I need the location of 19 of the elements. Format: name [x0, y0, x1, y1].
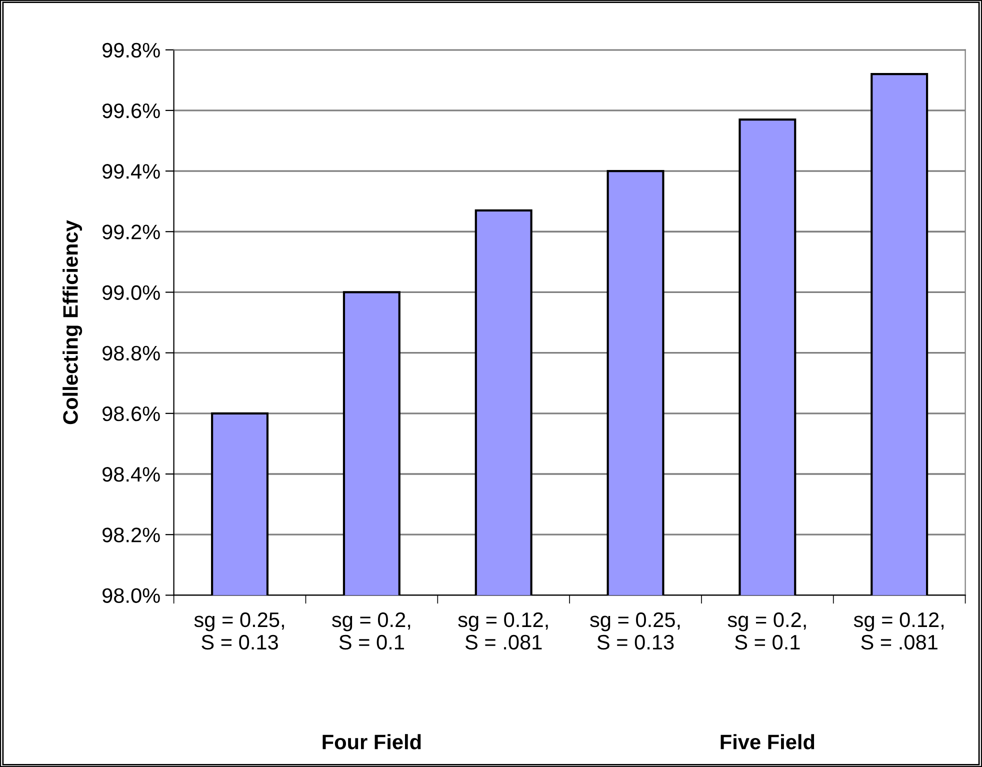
text: Four Field	[322, 734, 421, 750]
x-tick-label: sg = 0.2, S = 0.1	[332, 612, 410, 650]
y-tick-label: 98.0%	[102, 588, 160, 603]
y-tick-label: 98.6%	[102, 406, 160, 422]
x-tick-label: sg = 0.25, S = 0.13	[590, 612, 680, 650]
y-axis-title: Collecting Efficiency	[62, 220, 82, 424]
y-tick-label: 99.2%	[102, 224, 160, 240]
y-tick-label: 99.0%	[102, 285, 160, 300]
x-tick-label: sg = 0.12, S = .081	[458, 612, 548, 650]
y-tick-label: 99.8%	[102, 42, 160, 58]
x-tick-label: sg = 0.25, S = 0.13	[194, 612, 284, 650]
y-tick-label: 98.2%	[102, 528, 160, 542]
text: Five Field	[720, 734, 814, 750]
y-tick-label: 98.4%	[102, 467, 160, 482]
y-tick-label: 99.6%	[102, 103, 160, 118]
x-tick-label: sg = 0.12, S = .081	[854, 612, 944, 650]
y-tick-label: 98.8%	[102, 346, 160, 361]
x-tick-label: sg = 0.2, S = 0.1	[728, 612, 806, 650]
y-tick-label: 99.4%	[102, 164, 160, 179]
